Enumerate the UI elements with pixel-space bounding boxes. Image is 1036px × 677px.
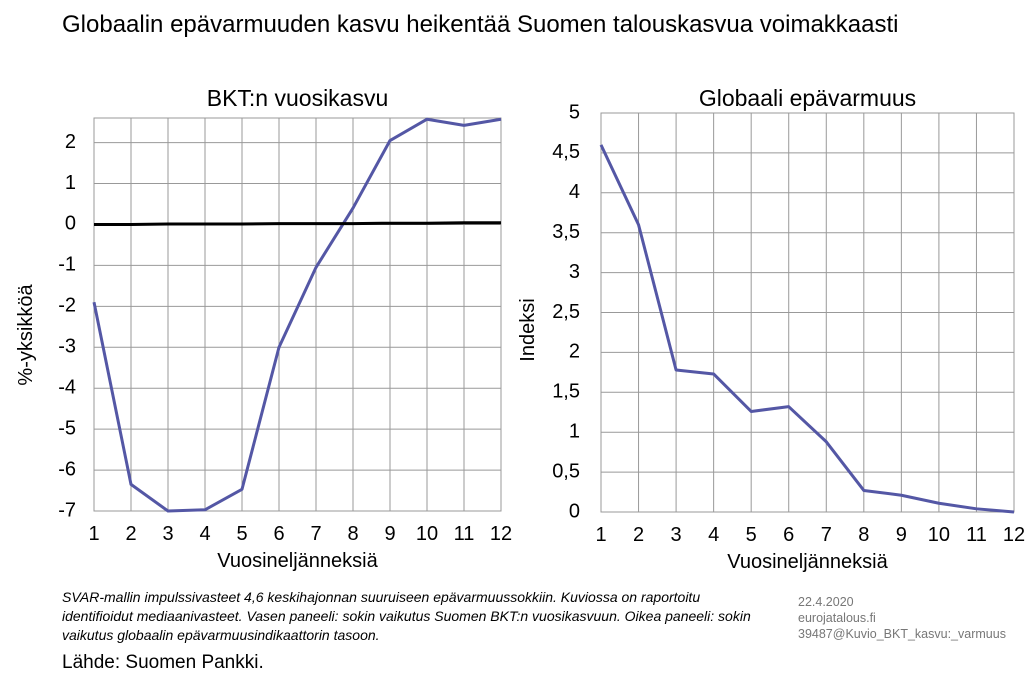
x-tick-label: 4 (199, 523, 210, 545)
x-tick-label: 1 (595, 524, 606, 546)
x-tick-label: 12 (490, 523, 512, 545)
panel-title: BKT:n vuosikasvu (207, 85, 389, 111)
series-line (92, 117, 502, 513)
date: 22.4.2020 (798, 595, 854, 609)
x-tick-label: 11 (966, 524, 987, 546)
x-tick-label: 3 (671, 524, 682, 546)
y-tick-label: -3 (58, 336, 76, 358)
x-tick-label: 1 (88, 523, 99, 545)
x-tick-label: 5 (746, 524, 757, 546)
x-tick-label: 6 (783, 524, 794, 546)
x-tick-label: 7 (310, 523, 321, 545)
meta: 22.4.2020 eurojatalous.fi 39487@Kuvio_BK… (798, 594, 1006, 642)
y-tick-label: 3,5 (552, 221, 580, 243)
x-tick-label: 10 (416, 523, 438, 545)
y-tick-label: -7 (58, 499, 76, 521)
x-axis-label: Vuosineljänneksiä (217, 550, 378, 572)
y-tick-label: 0 (569, 500, 580, 522)
y-tick-label: 3 (569, 261, 580, 283)
x-tick-label: 4 (708, 524, 719, 546)
x-tick-label: 5 (236, 523, 247, 545)
footnote: SVAR-mallin impulssivasteet 4,6 keskihaj… (62, 589, 751, 643)
plot-area (93, 117, 502, 512)
site: eurojatalous.fi (798, 611, 876, 625)
y-tick-label: -6 (58, 458, 76, 480)
y-tick-label: -5 (58, 417, 76, 439)
y-tick-label: 2 (65, 131, 76, 153)
y-axis-label: %-yksikköä (15, 284, 37, 386)
x-tick-label: 9 (384, 523, 395, 545)
series-line (599, 144, 1015, 514)
y-tick-label: 0 (65, 213, 76, 235)
title: Globaalin epävarmuuden kasvu heikentää S… (62, 11, 899, 38)
y-axis-label: Indeksi (517, 298, 539, 361)
x-axis-label: Vuosineljänneksiä (727, 551, 888, 573)
x-tick-label: 8 (347, 523, 358, 545)
panel-title: Globaali epävarmuus (699, 85, 916, 111)
y-tick-label: 1,5 (552, 381, 580, 403)
y-tick-label: 0,5 (552, 460, 580, 482)
file: 39487@Kuvio_BKT_kasvu:_varmuus (798, 627, 1006, 641)
y-tick-label: -4 (58, 376, 76, 398)
x-tick-label: 8 (858, 524, 869, 546)
source: Lähde: Suomen Pankki. (62, 652, 264, 673)
x-tick-label: 12 (1003, 524, 1025, 546)
x-tick-label: 2 (633, 524, 644, 546)
y-tick-label: 4 (569, 181, 580, 203)
y-tick-label: -2 (58, 295, 76, 317)
y-tick-label: 2,5 (552, 301, 580, 323)
x-tick-label: 10 (928, 524, 950, 546)
x-tick-label: 2 (125, 523, 136, 545)
y-tick-label: -1 (58, 254, 76, 276)
y-tick-label: 1 (569, 420, 580, 442)
y-tick-label: 4,5 (552, 141, 580, 163)
x-tick-label: 7 (821, 524, 832, 546)
x-tick-label: 3 (162, 523, 173, 545)
y-tick-label: 5 (569, 101, 580, 123)
x-tick-label: 11 (454, 523, 475, 545)
x-tick-label: 6 (273, 523, 284, 545)
y-tick-label: 1 (65, 172, 76, 194)
y-tick-label: 2 (569, 341, 580, 363)
series-line (94, 221, 501, 226)
x-tick-label: 9 (896, 524, 907, 546)
